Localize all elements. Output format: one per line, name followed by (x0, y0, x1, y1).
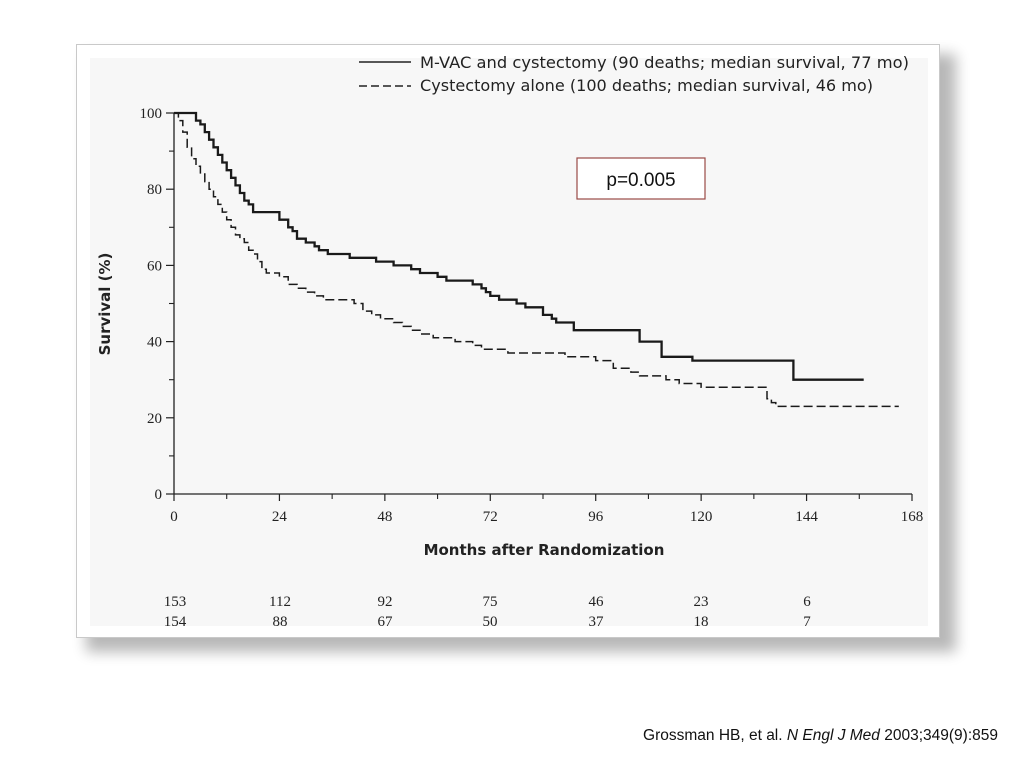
x-tick-label: 72 (483, 509, 498, 525)
legend-label-cystectomy: Cystectomy alone (100 deaths; median sur… (420, 76, 873, 95)
p-value-box: p=0.005 (576, 157, 706, 200)
survival-curve-cystectomy-alone (174, 112, 899, 408)
at-risk-value: 7 (803, 614, 811, 630)
y-tick-label: 40 (147, 335, 162, 351)
at-risk-value: 67 (378, 614, 394, 630)
x-tick-label: 144 (795, 509, 818, 525)
plot-panel (90, 58, 928, 626)
citation-details: 2003;349(9):859 (884, 727, 998, 744)
at-risk-value: 154 (164, 614, 187, 630)
at-risk-value: 75 (483, 594, 498, 610)
at-risk-value: 92 (378, 594, 393, 610)
y-tick-label: 20 (147, 411, 162, 427)
x-tick-label: 120 (690, 509, 713, 525)
y-tick-label: 80 (147, 182, 162, 198)
citation-authors: Grossman HB, et al. (643, 727, 783, 744)
at-risk-value: 46 (589, 594, 605, 610)
p-value-frame (576, 157, 706, 200)
at-risk-value: 37 (589, 614, 605, 630)
survival-curve-mvac-cystectomy (174, 111, 864, 381)
y-tick-label: 0 (155, 487, 163, 503)
y-tick-label: 60 (147, 258, 162, 274)
y-tick-label: 100 (140, 106, 163, 122)
x-tick-label: 24 (272, 509, 288, 525)
at-risk-value: 153 (164, 594, 187, 610)
at-risk-value: 88 (273, 614, 288, 630)
x-tick-label: 96 (588, 509, 604, 525)
y-axis-label: Survival (%) (96, 253, 114, 356)
citation: Grossman HB, et al. N Engl J Med 2003;34… (643, 727, 998, 745)
legend-label-mvac: M-VAC and cystectomy (90 deaths; median … (420, 53, 909, 72)
at-risk-table: 153 112 92 75 46 23 6 154 88 67 50 37 18 7 (164, 594, 812, 630)
citation-journal: N Engl J Med (786, 727, 880, 744)
p-value-label: p=0.005 (606, 170, 675, 191)
x-axis-label: Months after Randomization (424, 541, 665, 559)
x-tick-label: 48 (377, 509, 392, 525)
at-risk-value: 50 (483, 614, 498, 630)
x-tick-label: 0 (170, 509, 178, 525)
at-risk-value: 6 (803, 594, 811, 610)
legend: M-VAC and cystectomy (90 deaths; median … (359, 53, 909, 95)
at-risk-value: 23 (694, 594, 709, 610)
x-tick-label: 168 (901, 509, 924, 525)
at-risk-value: 112 (269, 594, 291, 610)
at-risk-value: 18 (694, 614, 709, 630)
